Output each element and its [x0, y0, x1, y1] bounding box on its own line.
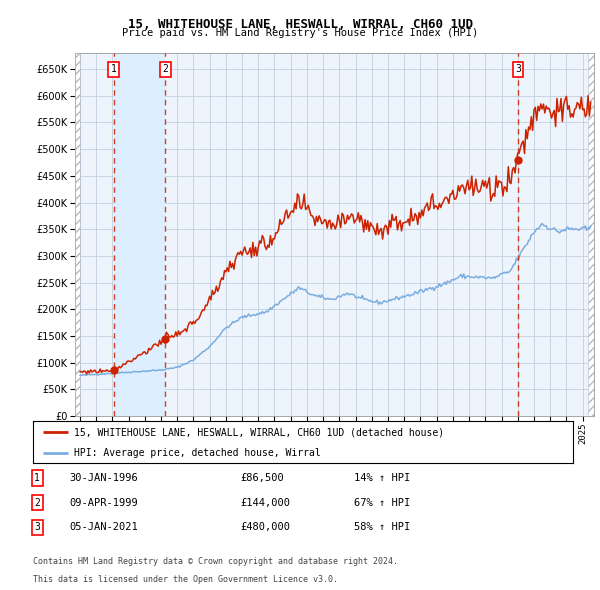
Bar: [75, 53, 80, 416]
Bar: [587, 53, 594, 416]
Text: 3: 3: [34, 523, 40, 532]
Bar: [113, 53, 166, 416]
Text: 58% ↑ HPI: 58% ↑ HPI: [354, 523, 410, 532]
Text: 67% ↑ HPI: 67% ↑ HPI: [354, 498, 410, 507]
Bar: [75, 53, 80, 416]
Text: 09-APR-1999: 09-APR-1999: [69, 498, 138, 507]
Text: Contains HM Land Registry data © Crown copyright and database right 2024.: Contains HM Land Registry data © Crown c…: [33, 558, 398, 566]
Text: £86,500: £86,500: [240, 473, 284, 483]
Bar: [587, 53, 594, 416]
Text: 14% ↑ HPI: 14% ↑ HPI: [354, 473, 410, 483]
Text: 1: 1: [110, 64, 116, 74]
Text: Price paid vs. HM Land Registry's House Price Index (HPI): Price paid vs. HM Land Registry's House …: [122, 28, 478, 38]
Text: 2: 2: [163, 64, 168, 74]
Text: HPI: Average price, detached house, Wirral: HPI: Average price, detached house, Wirr…: [74, 448, 320, 457]
Text: 30-JAN-1996: 30-JAN-1996: [69, 473, 138, 483]
Text: £144,000: £144,000: [240, 498, 290, 507]
Text: 15, WHITEHOUSE LANE, HESWALL, WIRRAL, CH60 1UD (detached house): 15, WHITEHOUSE LANE, HESWALL, WIRRAL, CH…: [74, 427, 443, 437]
Text: 05-JAN-2021: 05-JAN-2021: [69, 523, 138, 532]
Text: 3: 3: [515, 64, 521, 74]
Text: £480,000: £480,000: [240, 523, 290, 532]
Text: 1: 1: [34, 473, 40, 483]
Text: 15, WHITEHOUSE LANE, HESWALL, WIRRAL, CH60 1UD: 15, WHITEHOUSE LANE, HESWALL, WIRRAL, CH…: [128, 18, 473, 31]
Text: 2: 2: [34, 498, 40, 507]
Text: This data is licensed under the Open Government Licence v3.0.: This data is licensed under the Open Gov…: [33, 575, 338, 584]
